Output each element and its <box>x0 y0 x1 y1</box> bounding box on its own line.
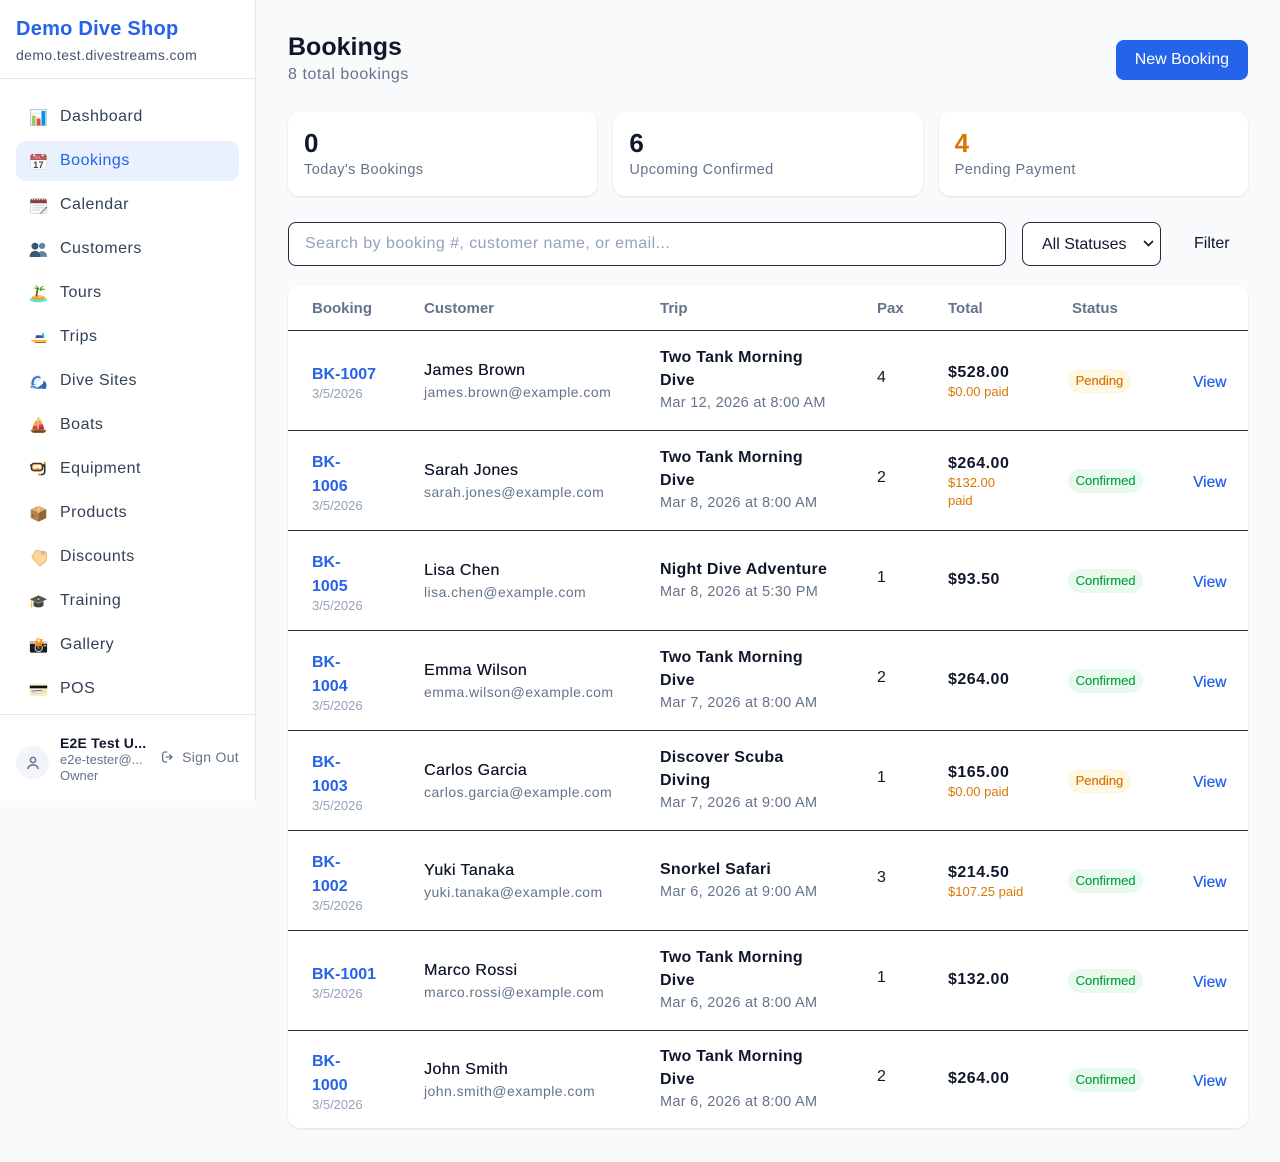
svg-text:17: 17 <box>33 159 44 169</box>
svg-text:JUL: JUL <box>34 155 42 159</box>
